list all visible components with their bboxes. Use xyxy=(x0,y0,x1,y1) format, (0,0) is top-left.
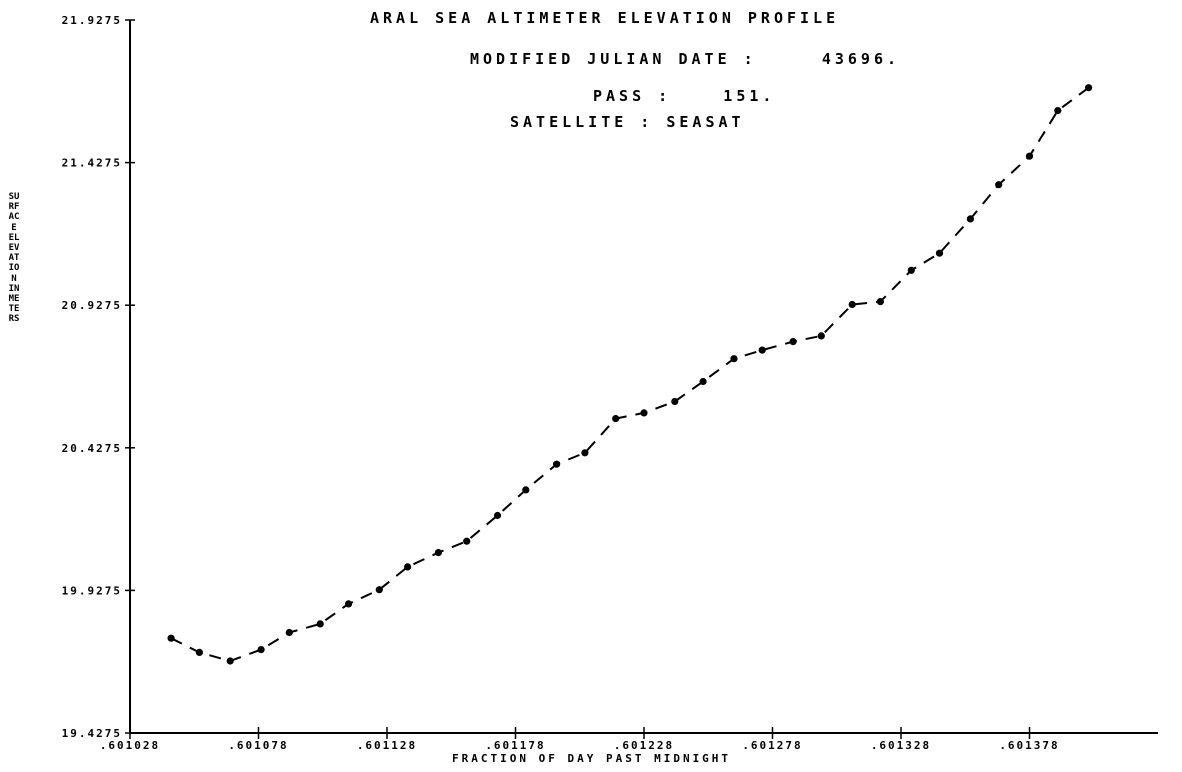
data-point xyxy=(671,397,679,406)
data-point xyxy=(995,181,1003,189)
data-point xyxy=(907,266,915,274)
x-tick-label: .601278 xyxy=(742,739,802,752)
data-point xyxy=(344,600,353,608)
data-point xyxy=(195,648,203,657)
x-tick-label: .601078 xyxy=(228,739,288,752)
y-tick-label: 20.4275 xyxy=(62,442,122,455)
data-point xyxy=(1025,152,1034,160)
y-tick-label: 20.9275 xyxy=(62,299,122,312)
x-axis-label: FRACTION OF DAY PAST MIDNIGHT xyxy=(452,752,732,765)
data-point xyxy=(612,415,620,423)
y-tick-label: 21.4275 xyxy=(62,157,122,170)
y-tick-label: 21.9275 xyxy=(62,14,122,27)
data-point xyxy=(167,634,175,642)
data-point xyxy=(966,215,975,223)
data-point xyxy=(876,298,885,306)
data-point xyxy=(730,355,738,363)
data-point xyxy=(463,537,471,545)
data-point xyxy=(434,549,442,557)
data-point xyxy=(404,563,412,571)
data-point xyxy=(285,628,293,637)
data-point xyxy=(257,646,265,654)
series-elevation xyxy=(167,84,1093,665)
x-tick-label: .601128 xyxy=(357,739,417,752)
pass-line: PASS : 151. xyxy=(593,87,776,105)
data-point xyxy=(848,300,856,309)
data-point xyxy=(226,657,234,665)
data-point xyxy=(493,511,502,520)
data-point xyxy=(553,460,561,468)
data-point xyxy=(316,620,324,628)
data-point xyxy=(758,346,766,354)
x-tick-label: .601378 xyxy=(999,739,1059,752)
series-line xyxy=(170,86,1090,663)
satellite-line: SATELLITE : SEASAT xyxy=(510,113,745,131)
y-axis-label: SURFACE ELEVATION IN METERS xyxy=(8,192,20,325)
data-point xyxy=(817,332,825,340)
chart-title: ARAL SEA ALTIMETER ELEVATION PROFILE xyxy=(370,9,840,27)
x-tick-label: .601228 xyxy=(614,739,674,752)
data-point xyxy=(1085,84,1093,92)
y-tick-label: 19.4275 xyxy=(62,727,122,740)
x-tick-label: .601028 xyxy=(100,739,160,752)
x-tick-label: .601328 xyxy=(871,739,931,752)
data-point xyxy=(375,586,383,594)
data-point xyxy=(1054,107,1062,115)
data-point xyxy=(522,486,530,494)
x-tick-label: .601178 xyxy=(485,739,545,752)
data-point xyxy=(935,249,944,257)
data-point xyxy=(640,409,648,417)
julian-date-line: MODIFIED JULIAN DATE : 43696. xyxy=(470,50,901,68)
y-tick-label: 19.9275 xyxy=(62,584,122,597)
data-point xyxy=(699,377,707,386)
data-point xyxy=(581,449,589,457)
axes: 19.4275 19.9275 20.4275 20.9275 21.4275 21.92… xyxy=(62,14,1158,752)
data-point xyxy=(789,338,797,346)
